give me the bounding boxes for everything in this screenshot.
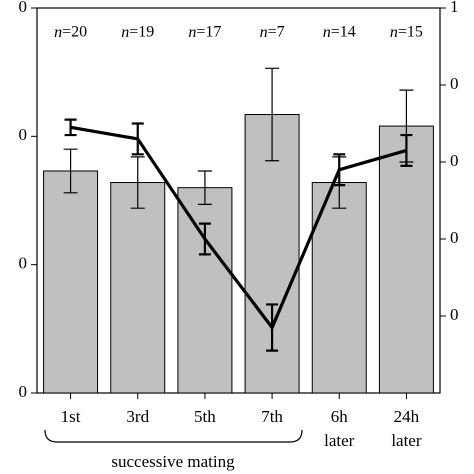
y2-tick-label: 1 <box>450 0 459 16</box>
y-tick-label: 0 <box>19 254 28 273</box>
group-bracket <box>44 429 303 443</box>
plot-frame <box>36 7 441 394</box>
error-bar <box>63 148 78 194</box>
error-bar <box>197 170 212 205</box>
y-tick-label: 0 <box>19 0 28 16</box>
error-bar <box>198 222 211 256</box>
y2-tick-label: 0 <box>450 74 459 93</box>
bar <box>110 182 166 394</box>
error-bar <box>400 133 413 167</box>
error-bar <box>130 156 145 209</box>
bar <box>177 187 233 394</box>
line <box>70 125 407 331</box>
n-label: n=20 <box>54 24 87 41</box>
error-bar <box>333 153 346 187</box>
x-tick-label: 6h later <box>324 407 355 450</box>
x-tick-label: 7th <box>261 407 283 426</box>
error-bar <box>265 67 280 162</box>
n-label: n=14 <box>323 24 356 41</box>
n-label: n=17 <box>188 24 221 41</box>
x-tick-label: 1st <box>61 407 81 426</box>
y2-tick-label: 0 <box>450 228 459 247</box>
y2-tick-label: 0 <box>450 305 459 324</box>
n-label: n=7 <box>260 24 285 41</box>
y-tick-label: 0 <box>19 382 28 401</box>
x-tick-label: 5th <box>194 407 216 426</box>
error-bar <box>131 122 144 156</box>
error-bar <box>64 118 77 137</box>
n-label: n=19 <box>121 24 154 41</box>
x-tick-label: 3rd <box>126 407 149 426</box>
y-tick-label: 0 <box>19 125 28 144</box>
error-bar <box>266 303 279 352</box>
n-label: n=15 <box>390 24 423 41</box>
y2-tick-label: 0 <box>450 151 459 170</box>
bar <box>43 170 99 394</box>
group-label: successive mating <box>111 452 235 471</box>
x-tick-label: 24h later <box>391 407 422 450</box>
